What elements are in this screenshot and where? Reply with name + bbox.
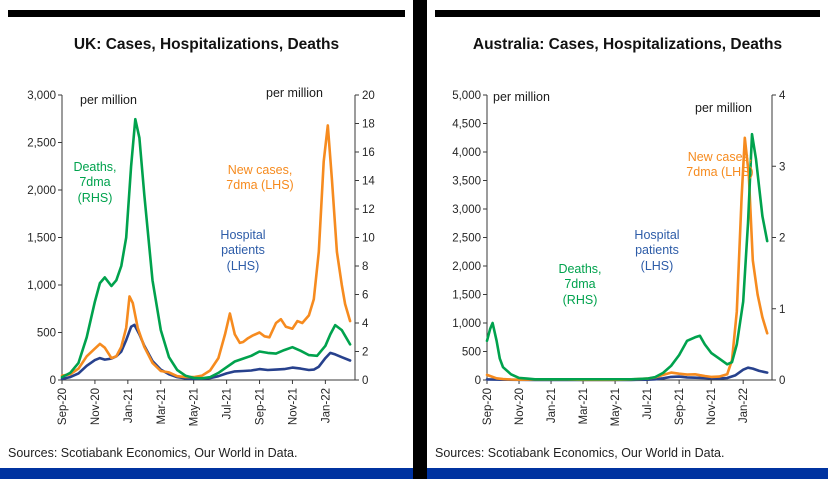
x-axis-tick-label: May-21: [610, 388, 622, 426]
x-axis-tick-label: Nov-21: [706, 388, 718, 425]
right-axis-tick-label: 8: [362, 261, 368, 273]
left-axis-tick-label: 0: [475, 375, 481, 387]
left-axis-tick-label: 3,000: [27, 90, 56, 102]
left-axis-tick-label: 500: [37, 328, 56, 340]
x-axis-tick-label: Nov-20: [90, 388, 102, 425]
top-rule: [8, 10, 405, 17]
right-axis-tick-label: 18: [362, 119, 375, 131]
x-axis-tick-label: Sep-21: [255, 388, 267, 425]
chart-panel-uk: UK: Cases, Hospitalizations, Deaths 0 500…: [0, 0, 413, 479]
left-axis-tick-label: 2,500: [27, 138, 56, 150]
annotation-new-cases: New cases, 7dma (LHS): [226, 163, 294, 193]
left-axis-tick-label: 3,500: [452, 176, 481, 188]
left-axis-tick-label: 1,500: [452, 290, 481, 302]
left-axis-tick-label: 0: [50, 375, 56, 387]
x-axis-tick-label: Sep-20: [482, 388, 494, 425]
left-axis-tick-label: 500: [462, 347, 481, 359]
right-axis-tick-label: 2: [779, 233, 785, 245]
right-axis-tick-label: 3: [779, 161, 785, 173]
left-axis-tick-label: 1,500: [27, 233, 56, 245]
right-axis-tick-label: 14: [362, 176, 375, 188]
right-axis-tick-label: 10: [362, 233, 375, 245]
left-axis-tick-label: 4,000: [452, 147, 481, 159]
australia-line-chart: 0 500 1,000 1,500 2,000 2,500 3,000 3,500 4,000 4…: [452, 90, 786, 426]
x-axis-tick-label: Sep-20: [57, 388, 69, 425]
axes: [58, 94, 359, 384]
annotation-per-million: per million: [266, 86, 323, 100]
annotation-per-million: per million: [80, 93, 137, 107]
annotation-hospital: Hospital patients (LHS): [634, 228, 680, 273]
right-axis-tick-label: 4: [362, 318, 369, 330]
right-axis-tick-label: 0: [362, 375, 368, 387]
annotation-new-cases: New cases, 7dma (LHS): [686, 150, 754, 180]
annotation-deaths: Deaths, 7dma (RHS): [73, 160, 117, 205]
annotation-per-million: per million: [695, 101, 752, 115]
top-rule: [435, 10, 820, 17]
axes: [483, 94, 776, 384]
x-axis-tick-label: Jan-22: [320, 388, 332, 423]
right-axis-tick-label: 1: [779, 304, 785, 316]
x-axis-tick-label: Sep-21: [674, 388, 686, 425]
chart-title-uk: UK: Cases, Hospitalizations, Deaths: [73, 36, 340, 53]
left-axis-tick-label: 2,000: [452, 261, 481, 273]
x-axis-tick-label: Jul-21: [642, 388, 654, 419]
x-axis-tick-label: Jan-21: [123, 388, 135, 423]
right-axis-tick-label: 16: [362, 147, 375, 159]
x-axis-tick-label: Nov-20: [514, 388, 526, 425]
bottom-rule: [0, 468, 413, 479]
series-line-hospital-patients-lhs: [60, 323, 352, 381]
left-axis-tick-label: 1,000: [27, 280, 56, 292]
left-axis-tick-label: 2,500: [452, 233, 481, 245]
annotation-deaths: Deaths, 7dma (RHS): [558, 262, 602, 307]
source-note: Sources: Scotiabank Economics, Our World…: [8, 446, 298, 460]
right-axis-tick-label: 20: [362, 90, 375, 102]
left-axis-tick-label: 2,000: [27, 185, 56, 197]
right-axis-tick-label: 2: [362, 347, 368, 359]
x-axis-tick-label: Jul-21: [222, 388, 234, 419]
right-axis-tick-label: 6: [362, 290, 368, 302]
left-axis-tick-label: 4,500: [452, 119, 481, 131]
right-axis-tick-label: 4: [779, 90, 786, 102]
right-axis-tick-label: 0: [779, 375, 785, 387]
annotation-per-million: per million: [493, 90, 550, 104]
left-axis-tick-label: 3,000: [452, 204, 481, 216]
right-axis-tick-label: 12: [362, 204, 375, 216]
bottom-rule: [427, 468, 828, 479]
chart-panel-australia: Australia: Cases, Hospitalizations, Deat…: [427, 0, 828, 479]
uk-line-chart: 0 500 1,000 1,500 2,000 2,500 3,000 0 2 4 6 8 10 12 14…: [27, 90, 375, 426]
chart-title-australia: Australia: Cases, Hospitalizations, Deat…: [472, 36, 783, 53]
x-axis-tick-label: Jan-21: [546, 388, 558, 423]
panel-divider: [413, 0, 427, 479]
left-axis-tick-label: 5,000: [452, 90, 481, 102]
series-line-deaths-7dma-rhs: [485, 132, 769, 381]
x-axis-tick-label: May-21: [189, 388, 201, 426]
annotation-hospital: Hospital patients (LHS): [220, 228, 266, 273]
x-axis-tick-label: Mar-21: [578, 388, 590, 424]
x-axis-tick-label: Jan-22: [738, 388, 750, 423]
source-note: Sources: Scotiabank Economics, Our World…: [435, 446, 725, 460]
series-line-deaths-7dma-rhs: [60, 117, 352, 380]
left-axis-tick-label: 1,000: [452, 318, 481, 330]
x-axis-tick-label: Mar-21: [156, 388, 168, 424]
x-axis-tick-label: Nov-21: [287, 388, 299, 425]
series-line-new-cases-7dma-lhs: [60, 124, 352, 379]
